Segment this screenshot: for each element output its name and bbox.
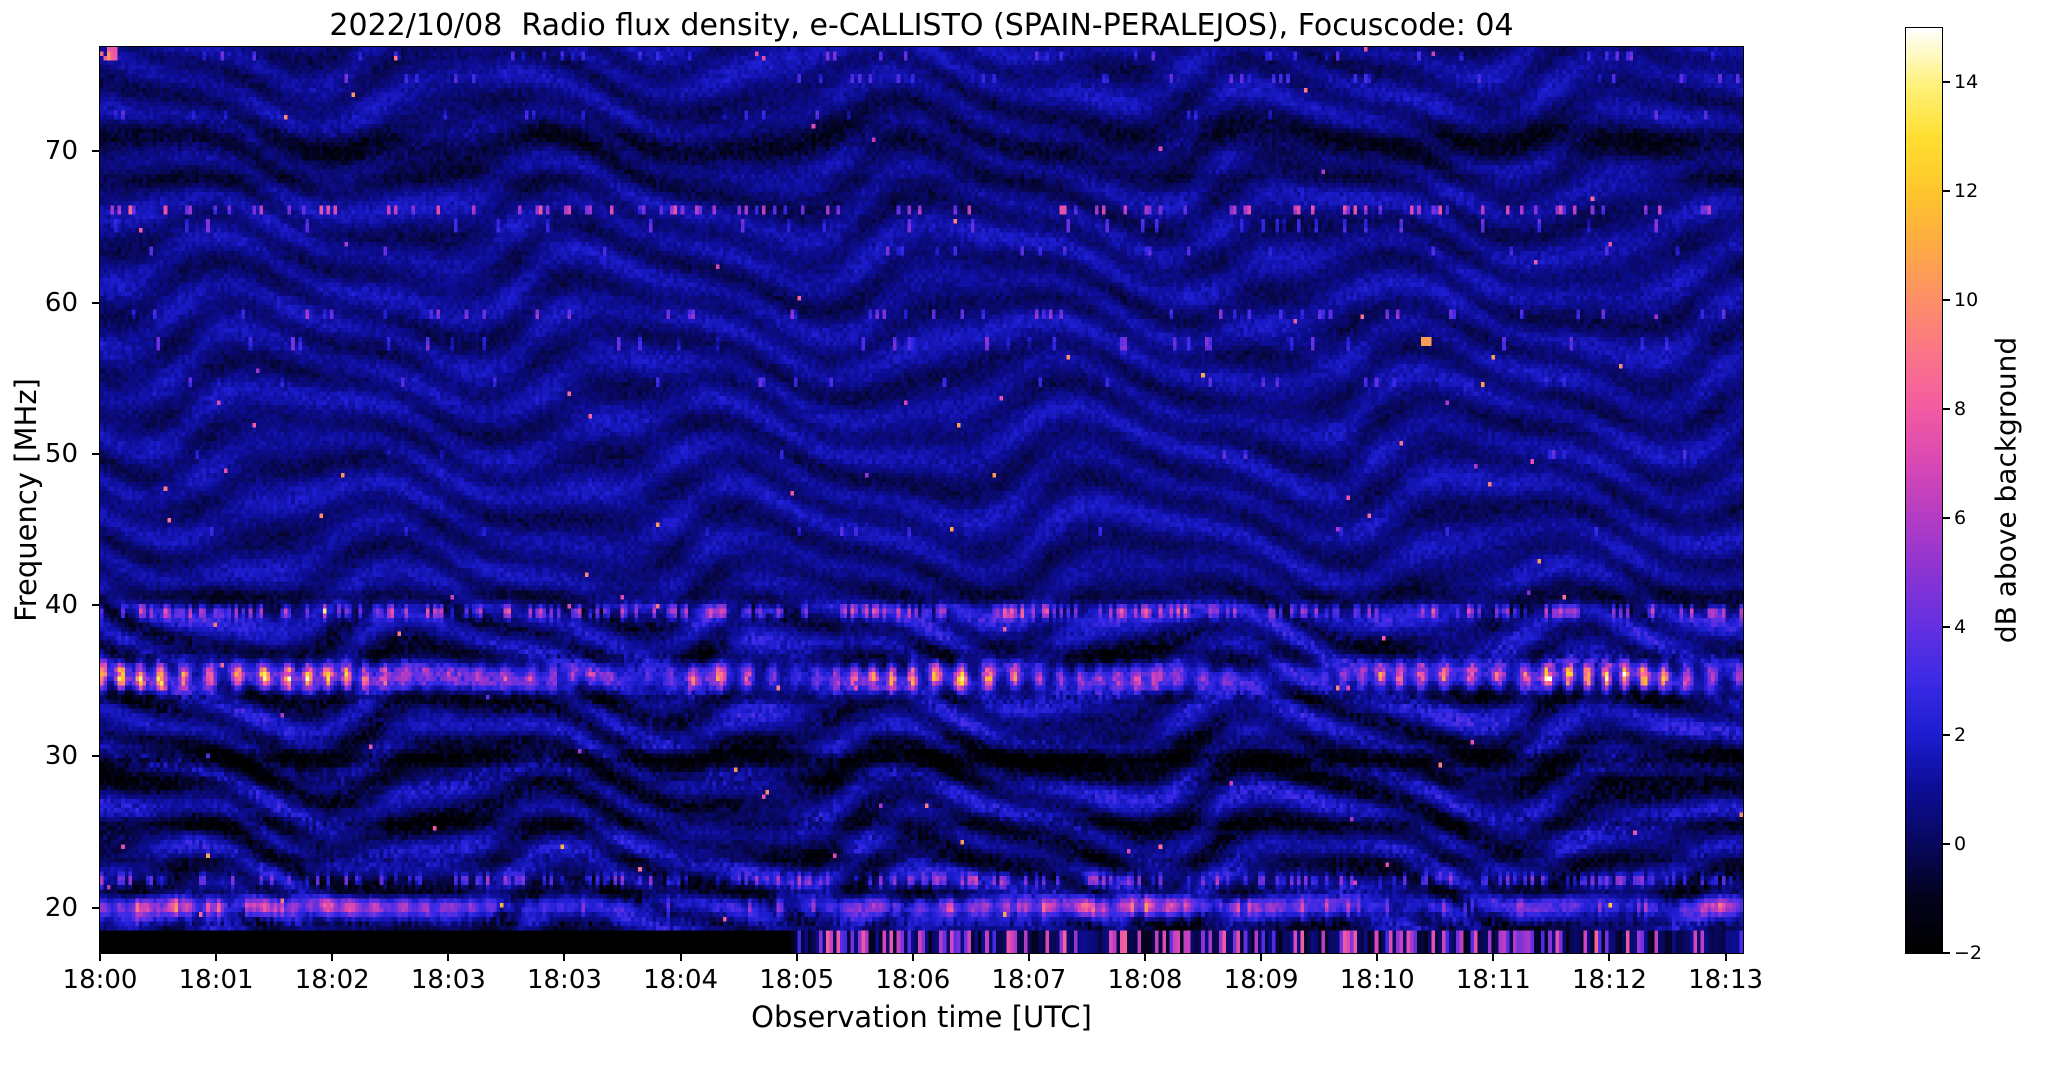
x-tick-mark xyxy=(1027,953,1030,961)
x-tick-mark xyxy=(1376,953,1379,961)
x-tick-label: 18:13 xyxy=(1688,965,1764,995)
colorbar-tick-mark xyxy=(1943,625,1950,628)
x-tick-mark xyxy=(99,953,101,961)
x-tick-mark xyxy=(1144,953,1147,961)
chart-title: 2022/10/08 Radio flux density, e-CALLIST… xyxy=(329,8,1514,43)
x-tick-label: 18:07 xyxy=(991,965,1067,995)
colorbar-tick-mark xyxy=(1943,81,1950,84)
x-tick-mark xyxy=(1608,953,1611,961)
colorbar-tick-label: 8 xyxy=(1954,397,1967,420)
colorbar-tick-mark xyxy=(1943,299,1950,302)
x-tick-label: 18:06 xyxy=(875,965,951,995)
colorbar-tick-mark xyxy=(1943,190,1950,193)
x-tick-mark xyxy=(911,953,914,961)
x-tick-mark xyxy=(1260,953,1263,961)
x-tick-label: 18:03 xyxy=(526,965,602,995)
y-tick-label: 50 xyxy=(44,438,78,469)
y-axis-label: Frequency [MHz] xyxy=(9,378,43,622)
x-tick-mark xyxy=(331,953,334,961)
spectrogram-heatmap xyxy=(100,47,1743,953)
x-tick-label: 18:04 xyxy=(643,965,719,995)
y-tick-mark xyxy=(92,452,100,455)
x-tick-mark xyxy=(1724,953,1727,961)
y-tick-mark xyxy=(92,906,100,909)
colorbar-tick-mark xyxy=(1943,407,1950,410)
y-tick-label: 30 xyxy=(44,741,78,772)
y-tick-label: 60 xyxy=(44,287,78,318)
colorbar-tick-label: 2 xyxy=(1954,724,1967,747)
x-tick-label: 18:10 xyxy=(1339,965,1415,995)
y-tick-mark xyxy=(92,301,100,304)
colorbar-tick-mark xyxy=(1943,516,1950,519)
colorbar-tick-label: 10 xyxy=(1954,289,1979,312)
y-tick-mark xyxy=(92,150,100,153)
x-tick-mark xyxy=(1492,953,1495,961)
colorbar-tick-mark xyxy=(1943,952,1950,954)
colorbar-tick-label: 14 xyxy=(1954,71,1979,94)
y-tick-mark xyxy=(92,755,100,758)
colorbar-tick-label: 4 xyxy=(1954,615,1967,638)
x-tick-label: 18:03 xyxy=(410,965,486,995)
y-tick-mark xyxy=(92,604,100,607)
y-tick-label: 70 xyxy=(44,136,78,167)
colorbar-gradient xyxy=(1906,28,1942,953)
x-tick-mark xyxy=(447,953,450,961)
x-tick-label: 18:02 xyxy=(294,965,370,995)
x-tick-label: 18:09 xyxy=(1223,965,1299,995)
colorbar-tick-mark xyxy=(1943,843,1950,846)
y-tick-label: 40 xyxy=(44,590,78,621)
x-tick-mark xyxy=(795,953,798,961)
colorbar-tick-label: −2 xyxy=(1954,942,1983,964)
colorbar-tick-label: 0 xyxy=(1954,833,1967,856)
x-tick-mark xyxy=(563,953,566,961)
colorbar-label: dB above background xyxy=(1989,336,2023,644)
x-tick-label: 18:00 xyxy=(62,965,138,995)
x-tick-mark xyxy=(679,953,682,961)
x-axis-label: Observation time [UTC] xyxy=(751,1000,1092,1034)
y-tick-label: 20 xyxy=(44,892,78,923)
x-tick-label: 18:05 xyxy=(759,965,835,995)
colorbar-tick-label: 6 xyxy=(1954,506,1967,529)
colorbar-tick-mark xyxy=(1943,734,1950,737)
x-tick-label: 18:12 xyxy=(1572,965,1647,995)
x-tick-mark xyxy=(215,953,218,961)
x-tick-label: 18:01 xyxy=(178,965,254,995)
x-tick-label: 18:11 xyxy=(1455,965,1531,995)
x-tick-label: 18:08 xyxy=(1107,965,1183,995)
colorbar-tick-label: 12 xyxy=(1954,180,1979,203)
